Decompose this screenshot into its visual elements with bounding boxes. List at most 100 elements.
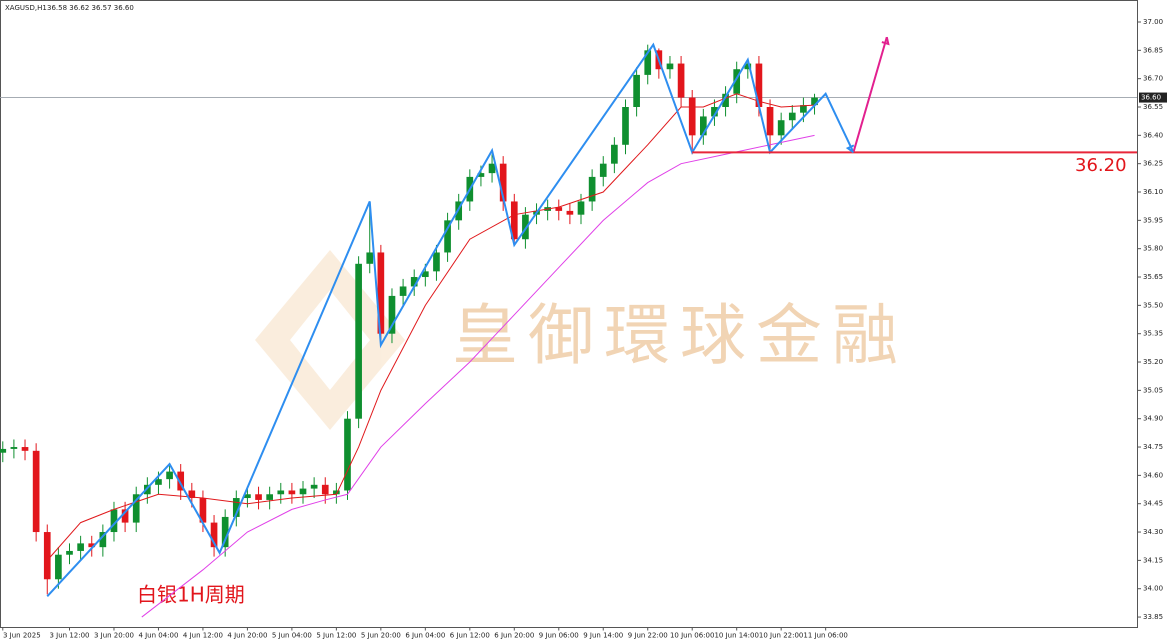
- plot-frame: [0, 0, 1138, 628]
- candle-body: [310, 484, 318, 489]
- x-tick-label: 6 Jun 20:00: [494, 632, 534, 640]
- x-tick-label: 9 Jun 14:00: [583, 632, 623, 640]
- watermark-logo: [255, 250, 405, 430]
- y-tick-label: 34.75: [1143, 443, 1163, 451]
- x-tick-label: 3 Jun 12:00: [49, 632, 89, 640]
- level-annotation: 36.20: [1075, 155, 1127, 176]
- y-tick-label: 36.70: [1143, 75, 1163, 83]
- candle-body: [10, 447, 18, 449]
- candle-body: [210, 522, 218, 548]
- period-annotation: 白银1H周期: [137, 583, 245, 607]
- overlay-line: [852, 36, 888, 153]
- x-tick-label: 10 Jun 06:00: [670, 632, 714, 640]
- x-tick-label: 6 Jun 12:00: [450, 632, 490, 640]
- x-tick-label: 11 Jun 06:00: [803, 632, 847, 640]
- x-tick-label: 4 Jun 12:00: [183, 632, 223, 640]
- y-tick-label: 35.95: [1143, 216, 1163, 224]
- candle-body: [66, 550, 73, 555]
- candle-body: [177, 471, 185, 491]
- candle-body: [811, 97, 818, 106]
- candle-body: [777, 120, 785, 136]
- candle-body: [566, 210, 574, 215]
- y-tick-label: 36.25: [1143, 160, 1163, 168]
- candle-body: [188, 490, 196, 499]
- y-tick-label: 36.10: [1143, 188, 1163, 196]
- watermark: 皇御環球金融: [452, 297, 908, 374]
- candle-body: [444, 220, 451, 253]
- x-tick-label: 6 Jun 04:00: [405, 632, 445, 640]
- candle-body: [121, 509, 129, 523]
- y-tick-label: 35.35: [1143, 330, 1163, 338]
- y-tick-label: 36.85: [1143, 46, 1163, 54]
- x-tick-label: 9 Jun 06:00: [539, 632, 579, 640]
- candle-body: [132, 494, 140, 523]
- candle-body: [788, 112, 796, 121]
- candle-body: [744, 63, 752, 70]
- candle-body: [377, 252, 385, 334]
- candle-body: [255, 494, 262, 500]
- candle-body: [166, 471, 173, 480]
- y-tick-label: 37.00: [1143, 18, 1163, 26]
- x-tick-label: 5 Jun 12:00: [316, 632, 356, 640]
- candle-body: [244, 494, 251, 499]
- x-tick-label: 4 Jun 04:00: [138, 632, 178, 640]
- candle-body: [321, 484, 329, 495]
- arrow-head: [845, 144, 855, 154]
- candle-body: [733, 69, 741, 94]
- candle-body: [0, 448, 7, 453]
- x-tick-label: 4 Jun 20:00: [227, 632, 267, 640]
- x-tick-label: 9 Jun 22:00: [628, 632, 668, 640]
- candle-body: [577, 201, 585, 215]
- y-tick-label: 35.20: [1143, 358, 1163, 366]
- candle-body: [355, 263, 362, 419]
- y-tick-label: 34.15: [1143, 556, 1163, 564]
- candle-body: [477, 173, 485, 177]
- candle-body: [633, 74, 640, 107]
- candle-body: [644, 50, 652, 75]
- candle-body: [766, 107, 774, 136]
- candle-body: [622, 107, 629, 145]
- overlay-line: [46, 93, 815, 561]
- y-tick-label: 34.45: [1143, 500, 1163, 508]
- overlay-line: [141, 134, 815, 618]
- candle-body: [433, 252, 440, 272]
- arrow-head: [881, 36, 890, 46]
- candle-body: [55, 554, 62, 580]
- candle-body: [455, 201, 463, 221]
- candle-body: [88, 543, 96, 548]
- x-tick-label: 10 Jun 14:00: [714, 632, 758, 640]
- candle-body: [43, 532, 51, 580]
- x-tick-label: 5 Jun 20:00: [361, 632, 401, 640]
- candle-body: [755, 63, 763, 107]
- candle-body: [800, 105, 807, 113]
- candle-body: [599, 163, 607, 177]
- y-tick-label: 35.05: [1143, 386, 1163, 394]
- candle-body: [77, 543, 84, 551]
- candle-body: [266, 494, 273, 500]
- candle-body: [588, 176, 596, 202]
- candle-body: [699, 116, 707, 136]
- y-tick-label: 36.55: [1143, 103, 1163, 111]
- x-tick-label: 10 Jun 22:00: [759, 632, 803, 640]
- candle-body: [232, 498, 240, 517]
- candle-body: [677, 63, 685, 98]
- candle-body: [333, 490, 340, 495]
- candle-body: [299, 488, 307, 495]
- candle-body: [288, 490, 296, 495]
- y-tick-label: 34.60: [1143, 471, 1163, 479]
- candle-body: [366, 252, 374, 264]
- candle-body: [611, 144, 618, 164]
- chart-title: XAGUSD,H1: [5, 4, 47, 12]
- candle-body: [410, 277, 418, 287]
- y-tick-label: 35.50: [1143, 301, 1163, 309]
- candle-body: [555, 207, 563, 211]
- candle-body: [522, 214, 529, 240]
- candle-body: [199, 498, 207, 523]
- y-tick-label: 34.00: [1143, 585, 1163, 593]
- candle-body: [722, 93, 729, 107]
- candle-body: [388, 295, 396, 334]
- candle-body: [510, 201, 518, 240]
- y-tick-label: 33.85: [1143, 613, 1163, 621]
- candle-body: [221, 516, 229, 548]
